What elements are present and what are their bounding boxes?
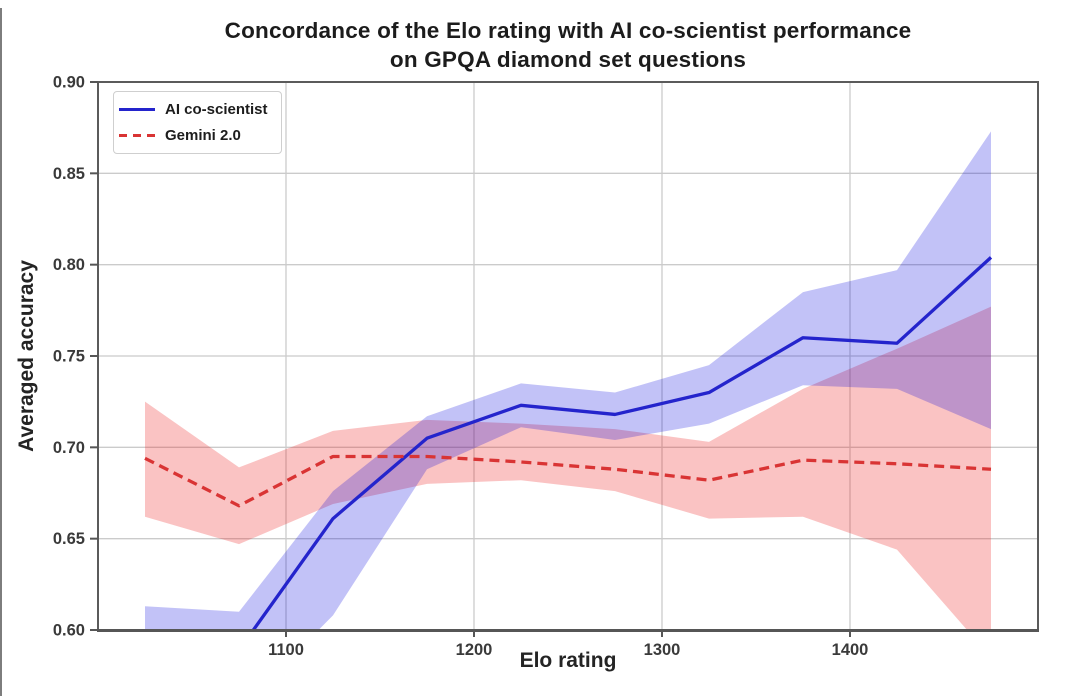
x-tick-label: 1400 (832, 641, 869, 659)
x-tick-label: 1300 (644, 641, 681, 659)
legend-label-gemini-2-0: Gemini 2.0 (165, 127, 241, 144)
x-axis-label: Elo rating (519, 649, 617, 672)
chart-title-line2: on GPQA diamond set questions (389, 47, 747, 72)
y-tick-label: 0.65 (53, 530, 85, 548)
y-tick-label: 0.85 (53, 165, 85, 183)
series-line-ai-co-scientist (251, 256, 993, 630)
legend-red-dashed-line-sample (119, 133, 155, 138)
y-tick-label: 0.70 (53, 439, 85, 457)
y-tick-label: 0.80 (53, 256, 85, 274)
image-border-artifact (0, 8, 2, 696)
confidence-band-gemini-2-0 (145, 306, 991, 630)
chart-title-line1: Concordance of the Elo rating with AI co… (224, 18, 912, 43)
y-tick-label: 0.60 (53, 622, 85, 640)
chart-title: Concordance of the Elo rating with AI co… (98, 16, 1038, 74)
legend-blue-line-sample (119, 107, 155, 112)
y-tick-label: 0.90 (53, 74, 85, 92)
x-tick-label: 1200 (456, 641, 493, 659)
legend-label-ai-co-scientist: AI co-scientist (165, 101, 268, 118)
legend-item-ai-co-scientist: AI co-scientist (119, 99, 268, 120)
y-tick-label: 0.75 (53, 348, 85, 366)
y-axis-label: Averaged accuracy (15, 260, 38, 452)
legend: AI co-scientist Gemini 2.0 (113, 91, 282, 154)
confidence-band-ai-co-scientist (145, 131, 991, 630)
x-tick-label: 1100 (268, 641, 304, 659)
legend-item-gemini-2-0: Gemini 2.0 (119, 125, 268, 146)
